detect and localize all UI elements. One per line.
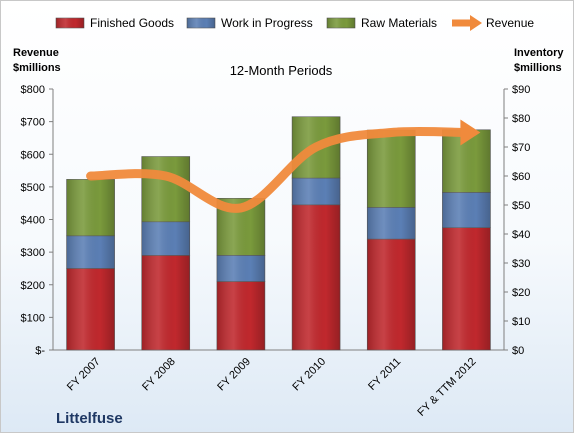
bar-shading — [141, 221, 190, 256]
x-tick-label: FY 2010 — [290, 356, 328, 394]
right-axis-label-line1: Inventory — [514, 47, 564, 59]
bar-shading — [292, 178, 341, 205]
company-name: Littelfuse — [56, 410, 123, 427]
right-tick-label: $80 — [512, 113, 530, 125]
legend-swatch-shading — [327, 18, 355, 28]
legend-label: Finished Goods — [90, 16, 174, 30]
revenue-line — [86, 126, 471, 213]
legend-swatch-shading — [56, 18, 84, 28]
right-tick-label: $90 — [512, 84, 530, 96]
right-tick-label: $50 — [512, 200, 530, 212]
x-tick-label: FY 2011 — [366, 356, 403, 393]
bars — [66, 116, 491, 351]
bar-shading — [66, 268, 115, 350]
left-tick-label: $200 — [21, 280, 45, 292]
bar-shading — [367, 207, 416, 240]
bar-shading — [367, 239, 416, 350]
right-tick-label: $10 — [512, 316, 530, 328]
left-tick-label: $500 — [21, 182, 45, 194]
x-axis-labels: FY 2007 FY 2008 FY 2009 FY 2010 FY 2011 FY & … — [65, 356, 479, 419]
legend-label: Revenue — [486, 16, 534, 30]
chart-title: 12-Month Periods — [230, 63, 333, 78]
right-tick-label: $30 — [512, 258, 530, 270]
bar-shading — [442, 227, 491, 350]
legend: Finished Goods Work in Progress Raw Materi… — [55, 15, 534, 31]
revenue-line-layer — [86, 119, 481, 213]
left-tick-label: $300 — [21, 247, 45, 259]
bar-shading — [292, 204, 341, 350]
legend-swatch-shading — [187, 18, 215, 28]
bar-shading — [216, 255, 265, 282]
right-tick-label: $40 — [512, 229, 530, 241]
left-tick-label: $- — [35, 345, 45, 357]
legend-label: Raw Materials — [361, 16, 437, 30]
bar-shading — [141, 255, 190, 350]
legend-label: Work in Progress — [221, 16, 313, 30]
x-tick-label: FY 2009 — [215, 356, 253, 394]
x-tick-label: FY 2008 — [140, 356, 178, 394]
bar-shading — [442, 192, 491, 228]
right-tick-label: $20 — [512, 287, 530, 299]
left-axis-label-line2: $millions — [13, 62, 61, 74]
revenue-arrowhead — [460, 119, 481, 146]
bar-shading — [367, 130, 416, 208]
left-tick-label: $700 — [21, 117, 45, 129]
x-tick-label: FY & TTM 2012 — [415, 356, 478, 419]
right-axis-label-line2: $millions — [514, 62, 562, 74]
bar-shading — [66, 179, 115, 236]
right-tick-label: $70 — [512, 142, 530, 154]
right-tick-label: $0 — [512, 345, 524, 357]
bar-shading — [66, 235, 115, 269]
left-axis-label-line1: Revenue — [13, 47, 59, 59]
left-axis-ticks: $- $100 $200 $300 $400 $500 $600 $700 $800 — [21, 84, 53, 357]
right-tick-label: $60 — [512, 171, 530, 183]
right-axis-ticks: $0 $10 $20 $30 $40 $50 $60 $70 $80 $90 — [504, 84, 530, 357]
x-tick-label: FY 2007 — [65, 356, 103, 394]
left-tick-label: $400 — [21, 215, 45, 227]
left-tick-label: $800 — [21, 84, 45, 96]
bar-shading — [141, 156, 190, 222]
left-tick-label: $600 — [21, 149, 45, 161]
bar-shading — [216, 281, 265, 350]
left-tick-label: $100 — [21, 312, 45, 324]
legend-arrow — [470, 15, 482, 31]
